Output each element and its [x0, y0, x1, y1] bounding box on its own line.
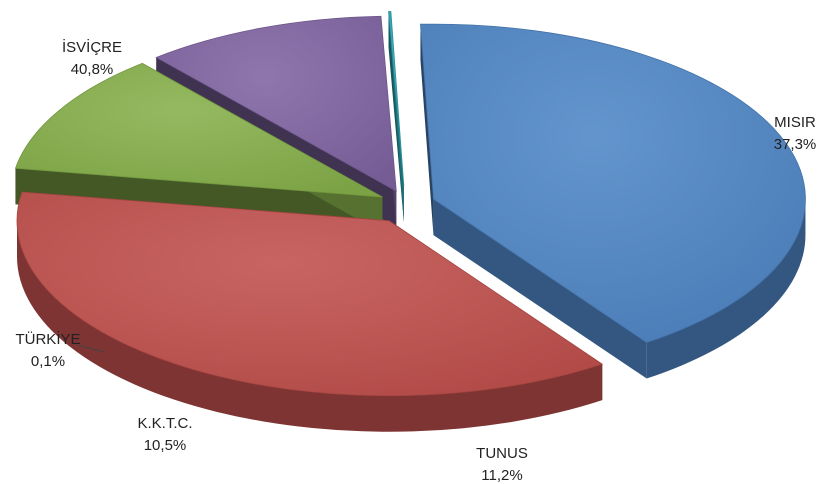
label-isvicre: İSVİÇRE 40,8%	[62, 38, 122, 78]
slice-isvicre	[420, 23, 806, 343]
label-value-misir: 37,3%	[774, 136, 817, 153]
slice-cut-face-isvicre	[433, 199, 647, 379]
label-value-k-k-t-c: 10,5%	[144, 437, 187, 454]
label-tunus: TUNUS 11,2%	[476, 445, 528, 484]
slice-cut-face-isvicre	[420, 24, 434, 236]
label-value-turkiye: 0,1%	[31, 353, 65, 370]
slice-labels: İSVİÇRE 40,8% MISIR 37,3% TUNUS 11,2% K.K.T.C.…	[15, 38, 816, 484]
label-name-k-k-t-c: K.K.T.C.	[137, 415, 192, 432]
label-value-isvicre: 40,8%	[71, 61, 114, 78]
label-name-isvicre: İSVİÇRE	[62, 38, 122, 56]
label-value-tunus: 11,2%	[481, 467, 522, 484]
label-name-turkiye: TÜRKİYE	[15, 330, 80, 348]
slice-turkiye	[388, 11, 405, 187]
slice-misir	[16, 191, 604, 397]
label-turkiye: TÜRKİYE 0,1%	[15, 330, 105, 370]
slice-tunus	[14, 62, 383, 198]
label-name-tunus: TUNUS	[476, 445, 528, 462]
label-misir: MISIR 37,3%	[774, 114, 817, 153]
label-k-k-t-c: K.K.T.C. 10,5%	[137, 415, 192, 454]
slice-k-k-t-c	[155, 15, 397, 192]
slice-tops	[14, 11, 806, 397]
slice-wall-misir	[16, 220, 603, 432]
leader-line-turkiye	[77, 344, 105, 353]
label-name-misir: MISIR	[774, 114, 816, 131]
slice-wall-isvicre	[646, 199, 806, 379]
